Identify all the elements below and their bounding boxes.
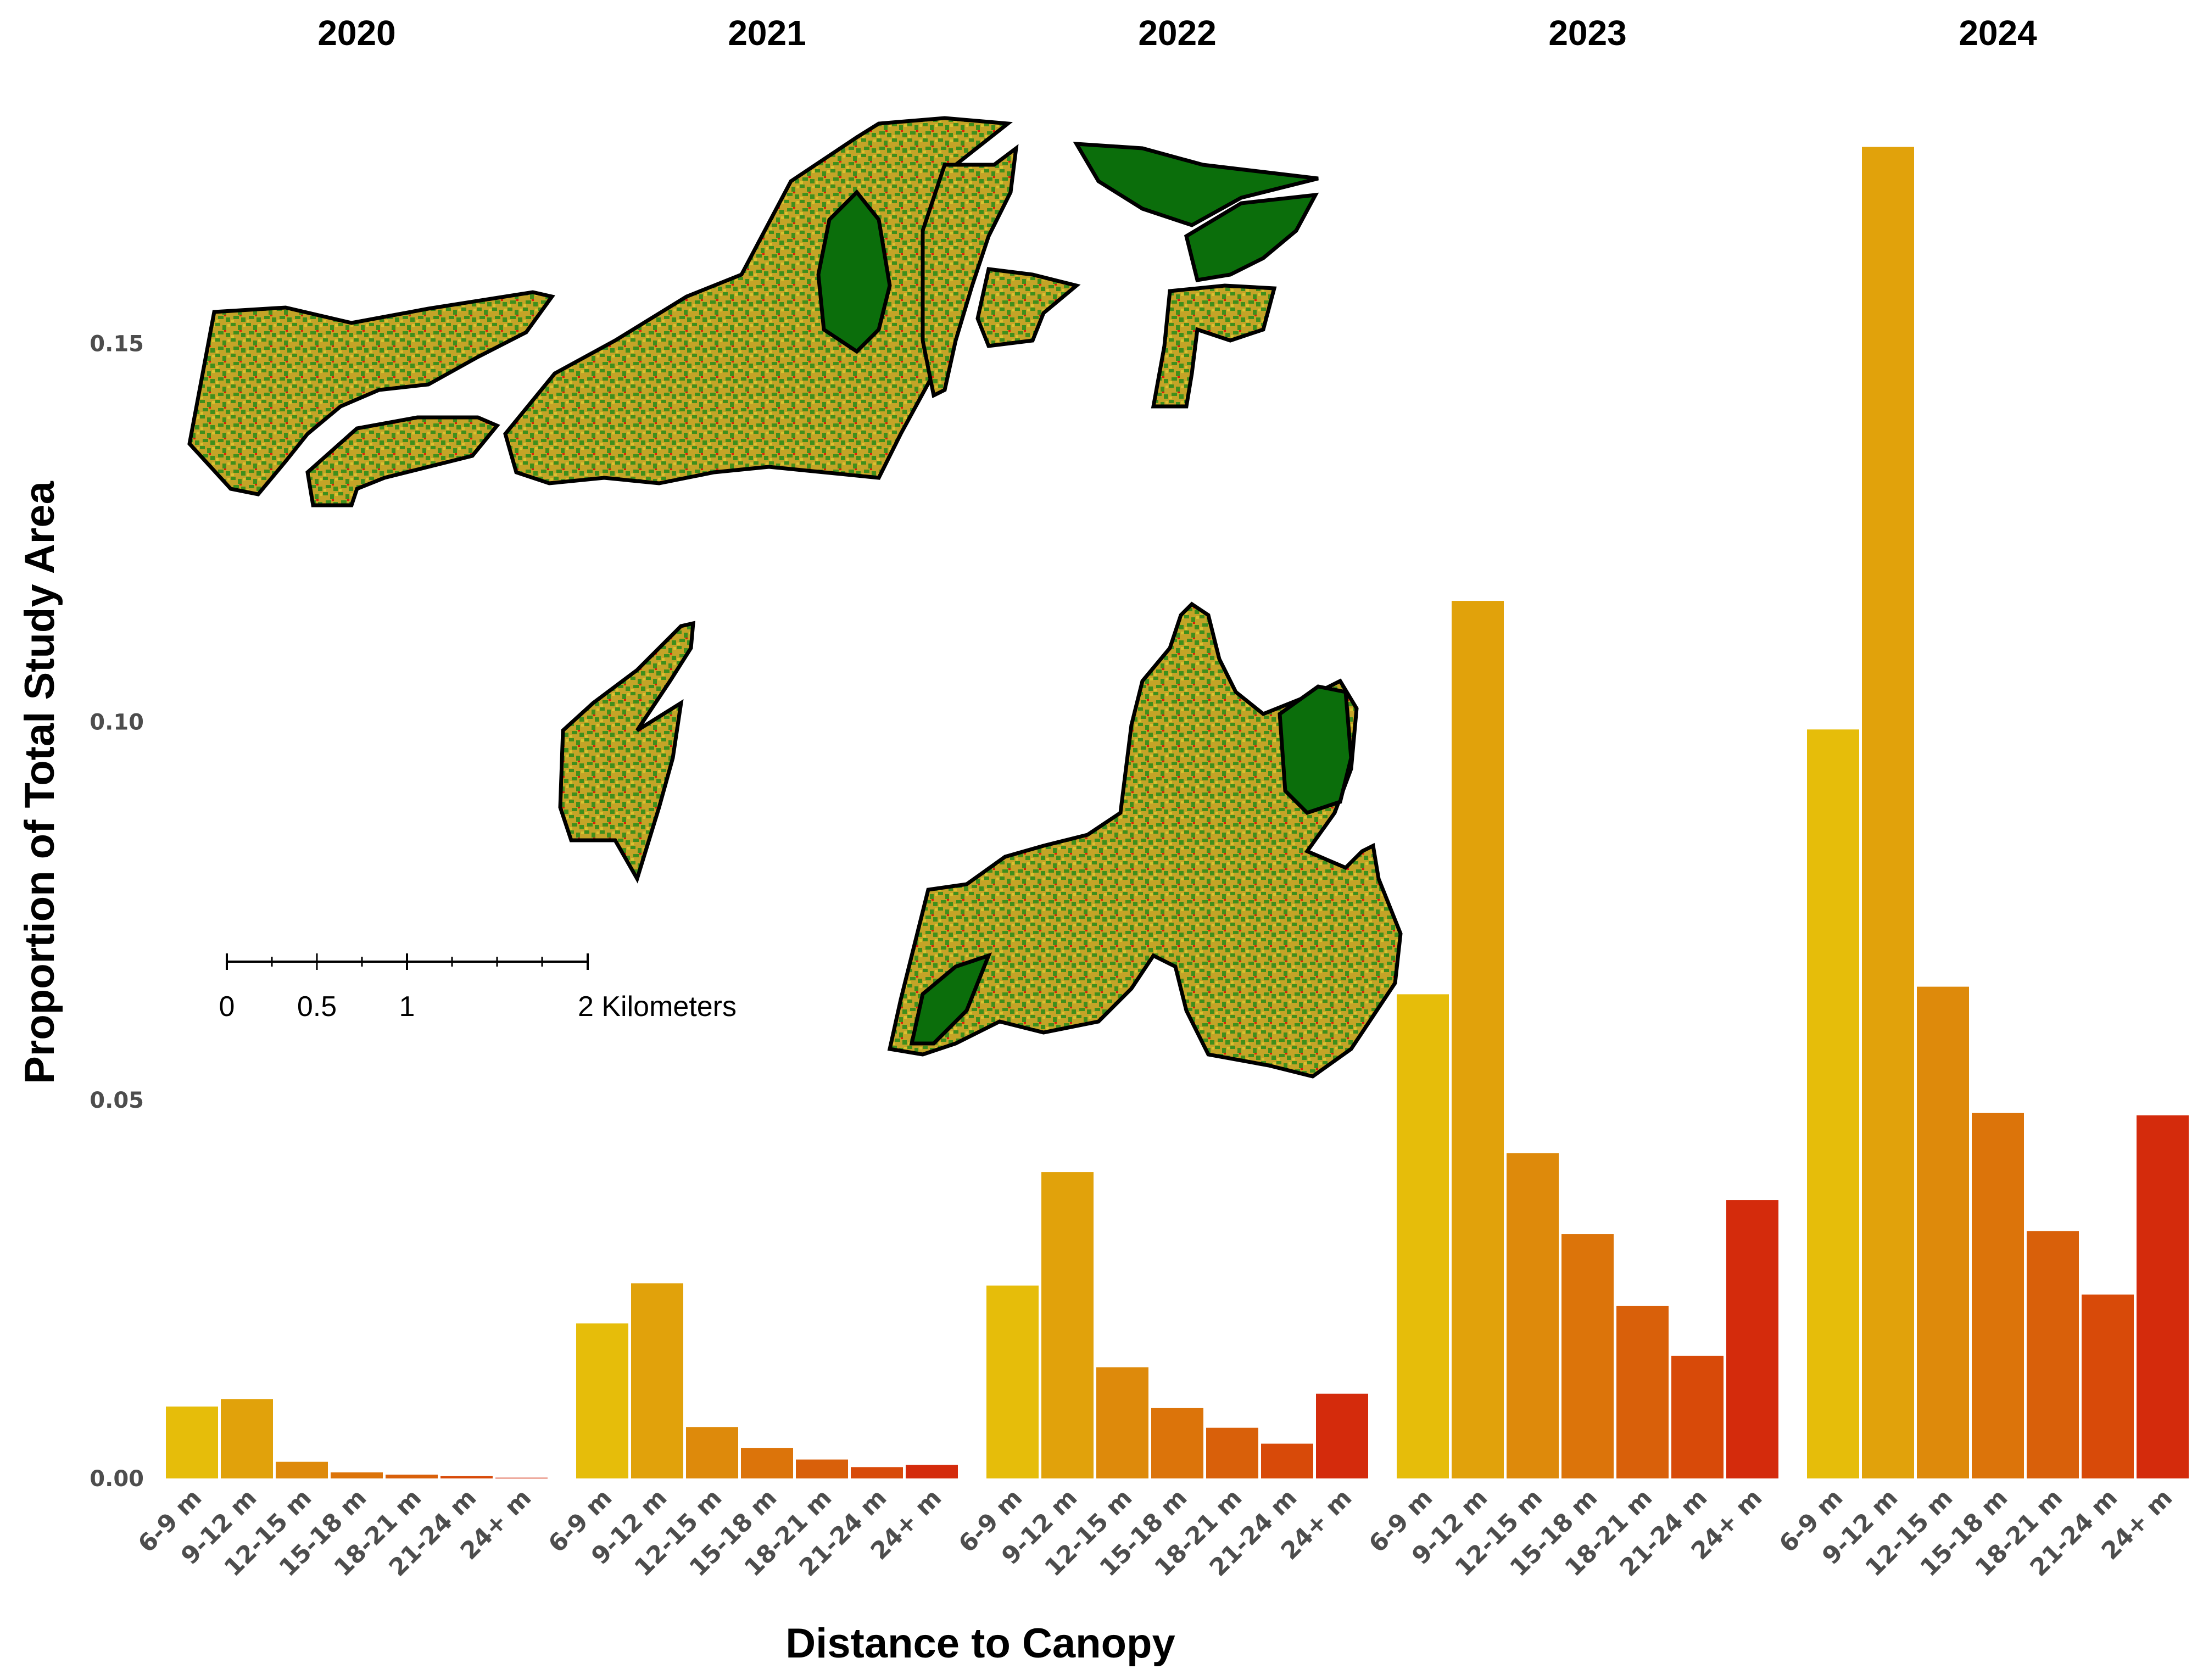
map-patch	[558, 621, 695, 884]
map-patch	[909, 952, 992, 1046]
bar	[1972, 1113, 2024, 1478]
map-patch	[305, 415, 500, 507]
facet-title: 2021	[728, 13, 806, 53]
y-tick-label: 0.05	[90, 1088, 144, 1113]
bar	[1261, 1443, 1313, 1478]
facet-title: 2022	[1138, 13, 1216, 53]
y-tick-label: 0.10	[90, 710, 144, 735]
bar	[686, 1427, 738, 1478]
map-patch	[1278, 684, 1353, 816]
facet-title: 2020	[317, 13, 395, 53]
map-patch	[187, 290, 555, 496]
bar	[1206, 1427, 1258, 1478]
map-patch	[816, 189, 892, 354]
bar	[1807, 729, 1859, 1478]
map-patch	[1073, 142, 1319, 227]
bar	[1917, 986, 1969, 1478]
bar	[1397, 994, 1449, 1478]
bar	[1561, 1234, 1614, 1478]
bar	[440, 1476, 493, 1478]
map-patch	[1184, 192, 1319, 282]
bar	[631, 1283, 683, 1478]
bar	[986, 1285, 1039, 1478]
facet-title: 2023	[1548, 13, 1626, 53]
y-tick-label: 0.00	[90, 1466, 144, 1492]
bar	[1452, 601, 1504, 1478]
bar	[1616, 1305, 1669, 1478]
y-axis: 0.00 0.05 0.10 0.15	[90, 332, 144, 1492]
bar	[221, 1399, 273, 1478]
bar	[741, 1448, 793, 1478]
scale-bar: 0 0.5 1 2 Kilometers	[219, 953, 737, 1023]
bar	[386, 1475, 438, 1478]
bar	[1507, 1153, 1559, 1478]
y-tick-label: 0.15	[90, 332, 144, 357]
bar	[1041, 1172, 1094, 1478]
map-patch	[887, 601, 1403, 1079]
bar	[166, 1406, 218, 1478]
scale-label-2-kilometers: 2 Kilometers	[578, 991, 737, 1023]
map-patch	[1151, 283, 1277, 409]
facet-title: 2024	[1959, 13, 2037, 53]
bar	[851, 1467, 903, 1478]
y-axis-title: Proportion of Total Study Area	[16, 481, 63, 1084]
x-axis-title: Distance to Canopy	[785, 1620, 1175, 1667]
map-patch	[975, 267, 1081, 348]
bar	[276, 1461, 328, 1478]
bar	[331, 1472, 383, 1478]
axis-titles: Proportion of Total Study Area Distance …	[16, 481, 1175, 1667]
scale-label-0-5: 0.5	[297, 991, 337, 1023]
bar	[1096, 1367, 1148, 1478]
bar	[1862, 147, 1914, 1479]
map-inset: 0 0.5 1 2 Kilometers	[187, 116, 1403, 1079]
bar	[2137, 1115, 2189, 1478]
map-patch	[921, 144, 1019, 399]
map-patches	[187, 116, 1403, 1079]
bar	[2027, 1231, 2079, 1478]
scale-label-1: 1	[399, 991, 415, 1023]
bar	[1671, 1355, 1724, 1478]
bar	[1151, 1408, 1203, 1478]
bar	[2082, 1294, 2134, 1478]
bar	[576, 1323, 628, 1478]
scale-label-0: 0	[219, 991, 235, 1023]
bar	[906, 1465, 958, 1478]
bar	[796, 1459, 848, 1478]
bar	[1726, 1200, 1778, 1478]
bar	[1316, 1393, 1368, 1478]
